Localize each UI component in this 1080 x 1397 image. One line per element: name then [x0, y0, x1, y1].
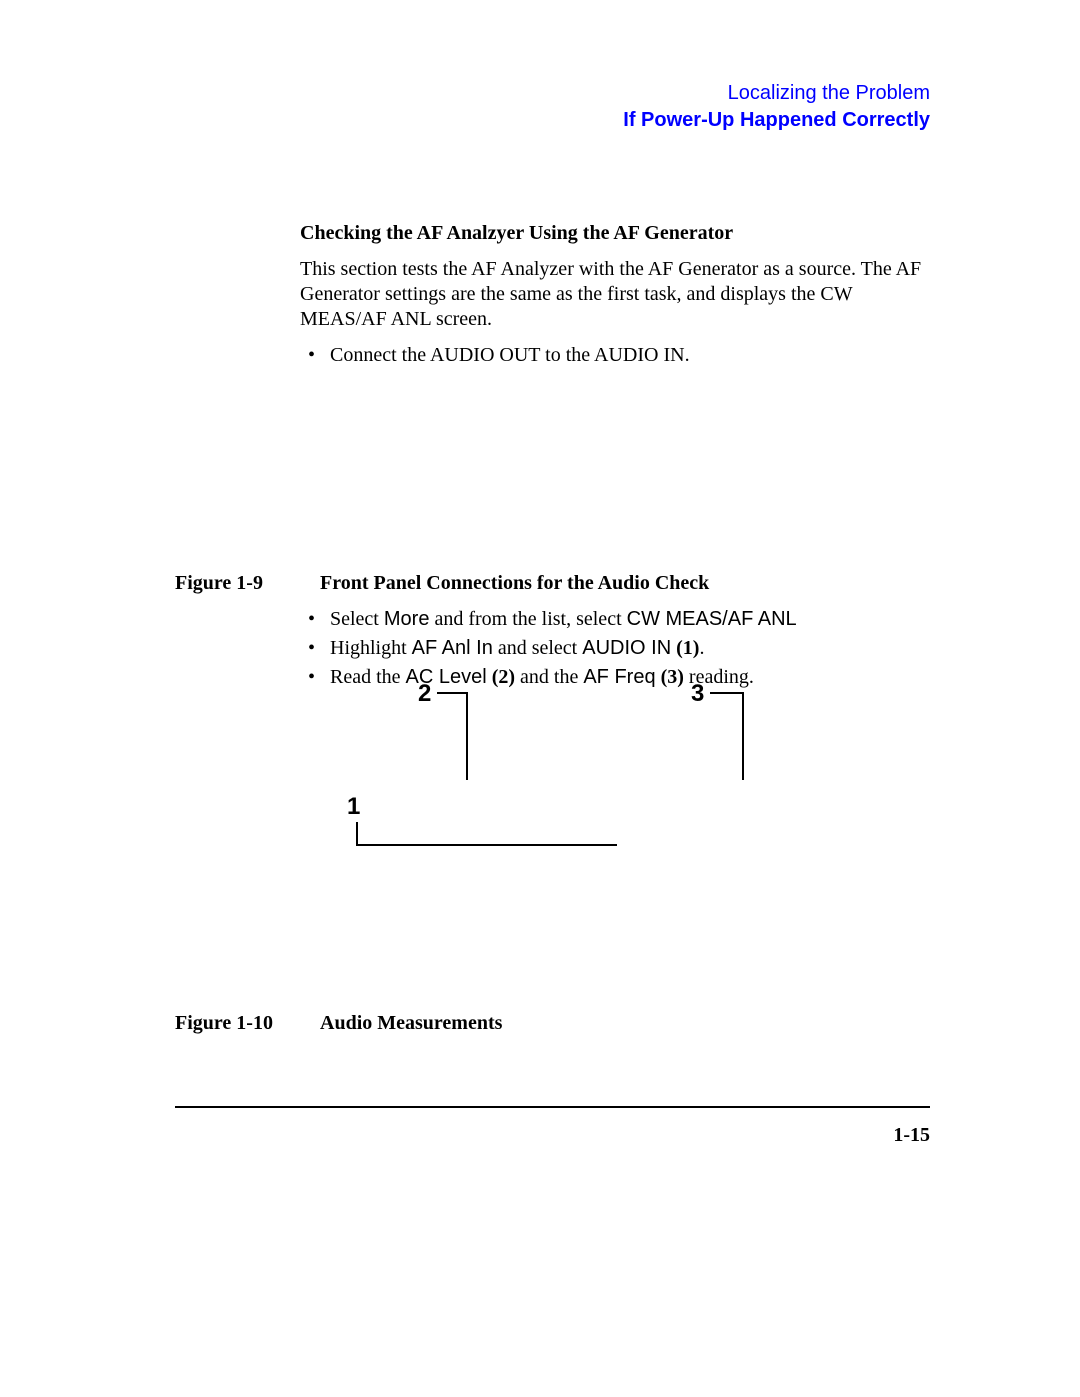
callout-diagram: 2 3 1: [345, 680, 825, 880]
bullet-icon: •: [300, 664, 330, 691]
page: Localizing the Problem If Power-Up Happe…: [0, 0, 1080, 1397]
bullet-list-1: • Connect the AUDIO OUT to the AUDIO IN.: [300, 342, 930, 369]
text-run: Highlight: [330, 637, 412, 659]
figure-caption: Audio Measurements: [320, 1012, 502, 1035]
text-run: .: [699, 637, 704, 659]
figure-caption: Front Panel Connections for the Audio Ch…: [320, 572, 709, 595]
ui-term: AUDIO IN: [582, 637, 671, 659]
intro-paragraph: This section tests the AF Analyzer with …: [300, 257, 930, 332]
callout-number-1: 1: [347, 793, 360, 821]
text-run: Select: [330, 608, 384, 630]
bullet-text: Highlight AF Anl In and select AUDIO IN …: [330, 635, 940, 662]
figure-label: Figure 1-9: [175, 572, 320, 595]
callout-number-3: 3: [691, 680, 704, 708]
bullet-icon: •: [300, 606, 330, 633]
list-item: • Highlight AF Anl In and select AUDIO I…: [300, 635, 940, 662]
text-run: and select: [493, 637, 582, 659]
list-item: • Connect the AUDIO OUT to the AUDIO IN.: [300, 342, 930, 369]
ui-term: CW MEAS/AF ANL: [627, 608, 797, 630]
section-heading: Checking the AF Analzyer Using the AF Ge…: [300, 222, 930, 245]
main-content: Checking the AF Analzyer Using the AF Ge…: [300, 222, 930, 371]
page-header: Localizing the Problem If Power-Up Happe…: [623, 82, 930, 132]
callout-number-2: 2: [418, 680, 431, 708]
figure-1-9-caption-row: Figure 1-9 Front Panel Connections for t…: [175, 572, 935, 595]
figure-label: Figure 1-10: [175, 1012, 320, 1035]
list-item: • Select More and from the list, select …: [300, 606, 940, 633]
header-chapter: Localizing the Problem: [623, 82, 930, 105]
figure-1-10-caption-row: Figure 1-10 Audio Measurements: [175, 1012, 935, 1035]
ui-term: More: [384, 608, 430, 630]
bullet-icon: •: [300, 635, 330, 662]
page-number: 1-15: [893, 1124, 930, 1147]
header-section: If Power-Up Happened Correctly: [623, 109, 930, 132]
bullet-icon: •: [300, 342, 330, 369]
text-run: and from the list, select: [429, 608, 626, 630]
ui-term: AF Anl In: [412, 637, 493, 659]
footer-rule: [175, 1106, 930, 1108]
bullet-text: Connect the AUDIO OUT to the AUDIO IN.: [330, 342, 930, 369]
callout-ref: (1): [671, 637, 699, 659]
callout-lines-icon: [345, 680, 825, 880]
bullet-text: Select More and from the list, select CW…: [330, 606, 940, 633]
